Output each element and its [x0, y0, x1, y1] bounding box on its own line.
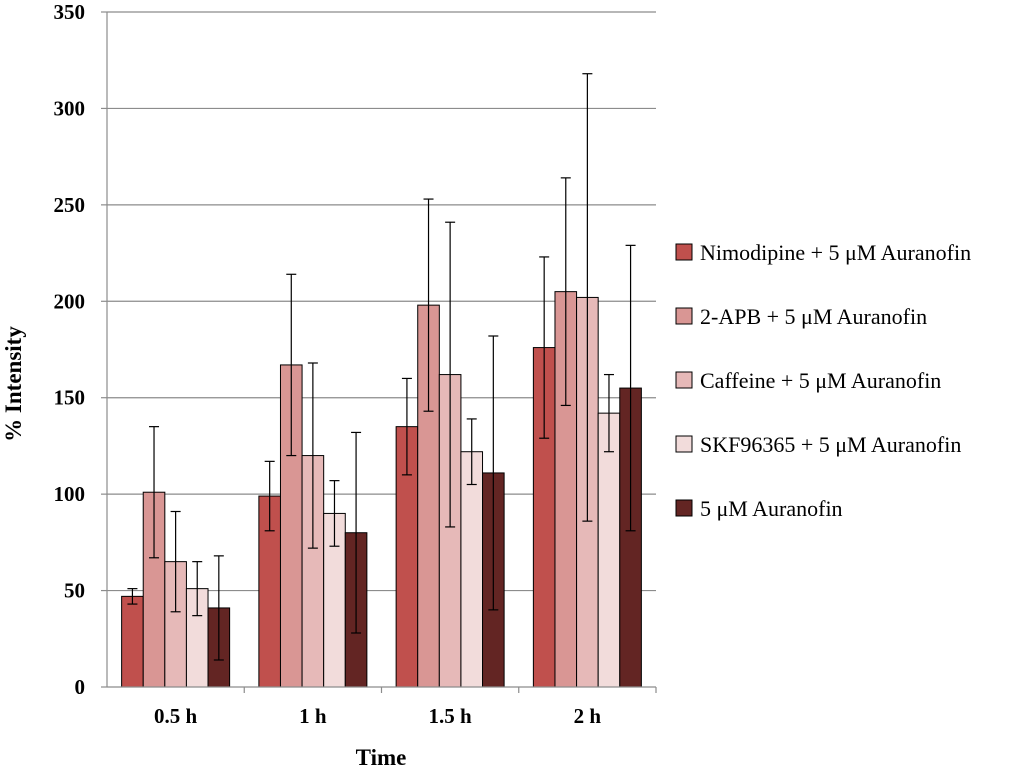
legend-label: SKF96365 + 5 μM Auranofin [700, 432, 961, 457]
legend-swatch [675, 307, 693, 325]
bar-0-0 [121, 595, 144, 688]
legend-item: Caffeine + 5 μM Auranofin [675, 368, 941, 393]
legend-swatch [675, 499, 693, 517]
y-tick-label: 250 [54, 193, 86, 217]
error-bar-2-0 [401, 377, 412, 476]
y-tick-label: 50 [64, 579, 85, 603]
error-bar-2-4 [488, 335, 499, 611]
x-axis-title: Time [356, 745, 407, 769]
legend-swatch [675, 371, 693, 389]
y-tick-label: 0 [75, 675, 86, 699]
bars [121, 291, 642, 688]
bar-2-3 [460, 451, 484, 688]
legend-swatch [675, 435, 693, 453]
legend-label: Caffeine + 5 μM Auranofin [700, 368, 941, 393]
y-tick-label: 100 [54, 482, 86, 506]
error-bar-3-2 [582, 73, 593, 522]
error-bar-0-2 [170, 510, 181, 613]
x-tick-label: 0.5 h [154, 704, 198, 728]
error-bars [127, 73, 636, 661]
legend: Nimodipine + 5 μM Auranofin 2-APB + 5 μM … [675, 240, 971, 521]
legend-label: 2-APB + 5 μM Auranofin [700, 304, 927, 329]
error-bar-1-3 [329, 480, 340, 547]
error-bar-2-3 [466, 418, 477, 486]
legend-item: Nimodipine + 5 μM Auranofin [675, 240, 971, 265]
y-tick-label: 350 [54, 0, 86, 24]
y-tick-label: 200 [54, 289, 86, 313]
error-bar-2-2 [445, 221, 456, 528]
y-tick-label: 150 [54, 386, 86, 410]
legend-item: SKF96365 + 5 μM Auranofin [675, 432, 961, 457]
y-tick-label: 300 [54, 96, 86, 120]
error-bar-3-3 [603, 373, 614, 453]
error-bar-1-1 [286, 273, 297, 457]
gridlines [107, 11, 656, 592]
x-tick-label: 1.5 h [429, 704, 473, 728]
error-bar-2-1 [423, 198, 434, 412]
error-bar-0-4 [213, 555, 224, 661]
error-bar-3-4 [625, 244, 636, 532]
x-tick-label: 1 h [299, 704, 327, 728]
error-bar-1-0 [264, 460, 275, 532]
x-tick-label: 2 h [574, 704, 602, 728]
bar-3-3 [597, 412, 621, 688]
error-bar-3-0 [539, 256, 550, 439]
legend-item: 2-APB + 5 μM Auranofin [675, 304, 927, 329]
error-bar-3-1 [560, 177, 571, 407]
axes: 0 50 100 150 200 250 300 350 0.5 h 1 h 1.5 h 2 h [54, 0, 657, 728]
error-bar-0-0 [127, 588, 138, 605]
legend-swatch [675, 243, 693, 261]
legend-label: 5 μM Auranofin [700, 496, 843, 521]
legend-label: Nimodipine + 5 μM Auranofin [700, 240, 971, 265]
error-bar-0-1 [149, 426, 160, 559]
error-bar-1-4 [351, 431, 362, 634]
error-bar-0-3 [192, 561, 203, 617]
error-bar-1-2 [307, 362, 318, 549]
y-axis-title: % Intensity [1, 326, 26, 442]
legend-item: 5 μM Auranofin [675, 496, 843, 521]
